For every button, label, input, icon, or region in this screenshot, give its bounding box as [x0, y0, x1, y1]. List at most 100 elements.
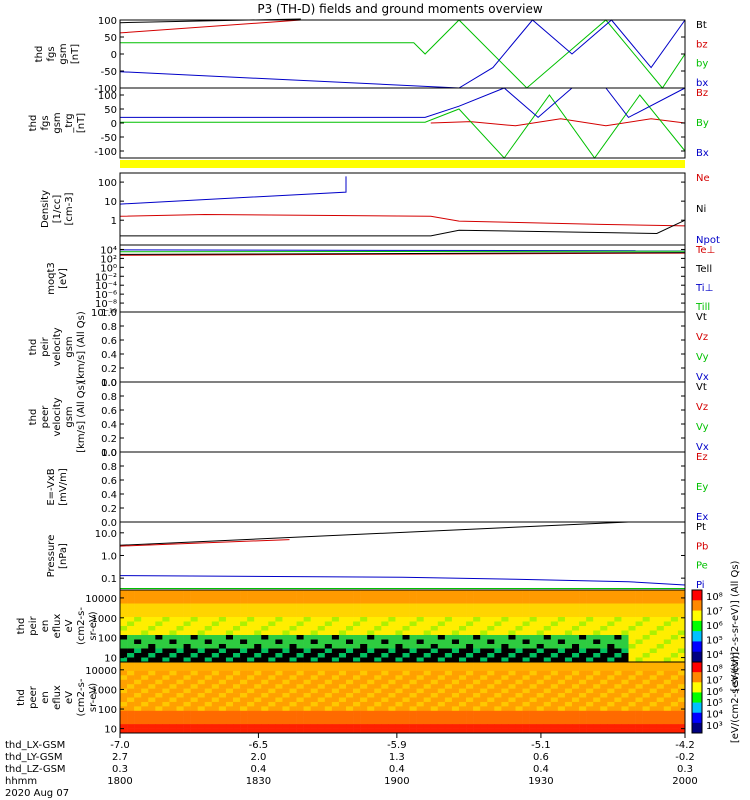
heat-cell	[331, 706, 340, 712]
heat-cell	[480, 728, 488, 734]
heat-cell	[593, 710, 601, 716]
heat-cell	[635, 684, 643, 689]
heat-cell	[317, 657, 326, 663]
heat-cell	[600, 644, 608, 649]
heat-cell	[402, 693, 410, 698]
heat-cell	[183, 701, 191, 707]
heat-cell	[501, 728, 509, 734]
heat-cell	[600, 594, 608, 600]
heat-cell	[247, 701, 255, 707]
heat-cell	[550, 644, 559, 649]
heat-cell	[402, 630, 410, 636]
heat-cell	[543, 617, 552, 622]
heat-cell	[176, 697, 184, 703]
heat-cell	[635, 657, 643, 663]
heat-cell	[494, 612, 502, 618]
heat-cell	[162, 653, 170, 658]
heat-cell	[190, 612, 198, 618]
heat-cell	[324, 670, 333, 676]
y-tick-label: 10⁴	[100, 245, 117, 256]
heat-cell	[437, 599, 446, 604]
heat-cell	[317, 715, 326, 720]
heat-cell	[416, 657, 424, 663]
heat-cell	[211, 715, 220, 720]
heat-cell	[529, 719, 537, 725]
heat-cell	[162, 662, 170, 667]
heat-cell	[677, 688, 686, 694]
heat-cell	[233, 639, 241, 645]
heat-cell	[134, 666, 142, 672]
heat-cell	[466, 657, 474, 663]
heat-cell	[515, 626, 523, 631]
heat-cell	[649, 635, 658, 640]
heat-cell	[275, 719, 283, 725]
heat-cell	[677, 670, 686, 676]
heat-cell	[663, 657, 672, 663]
heat-cell	[593, 590, 601, 595]
heat-cell	[127, 639, 135, 645]
heat-cell	[303, 688, 311, 694]
heat-cell	[261, 617, 269, 622]
y-tick-label: -50	[101, 67, 117, 78]
heat-cell	[120, 715, 128, 720]
heat-cell	[416, 701, 424, 707]
heat-cell	[480, 666, 488, 672]
heat-cell	[247, 684, 255, 689]
heat-cell	[275, 621, 283, 627]
heat-cell	[289, 697, 297, 703]
legend-label: Ti⊥	[695, 283, 713, 294]
heat-cell	[148, 662, 156, 667]
heat-cell	[430, 701, 439, 707]
heat-cell	[388, 666, 396, 672]
heat-cell	[388, 724, 396, 729]
heat-cell	[579, 728, 587, 734]
heat-cell	[169, 608, 177, 613]
heat-cell	[395, 639, 403, 645]
heat-cell	[353, 657, 361, 663]
heat-cell	[536, 612, 545, 618]
heat-cell	[515, 710, 523, 716]
panel-frame	[119, 311, 686, 383]
heat-cell	[162, 715, 170, 720]
heat-cell	[515, 688, 523, 694]
heat-cell	[557, 657, 566, 663]
y-tick-label: 0.8	[101, 462, 117, 473]
heat-cell	[338, 684, 347, 689]
heat-cell	[338, 644, 347, 649]
heat-cell	[275, 715, 283, 720]
heat-cell	[402, 648, 410, 654]
heat-cell	[381, 719, 389, 725]
heat-cell	[409, 724, 417, 729]
heat-cell	[444, 657, 453, 663]
heat-cell	[225, 688, 234, 694]
heat-cell	[600, 684, 608, 689]
heat-cell	[579, 635, 587, 640]
heat-cell	[480, 657, 488, 663]
heat-cell	[444, 644, 453, 649]
heat-cell	[261, 666, 269, 672]
heat-cell	[254, 621, 262, 627]
heat-cell	[607, 693, 615, 698]
heat-cell	[155, 630, 163, 636]
heat-cell	[261, 590, 269, 595]
heat-cell	[240, 688, 248, 694]
y-tick-label: 0	[111, 50, 117, 61]
heat-cell	[473, 621, 481, 627]
series-Tell	[119, 252, 686, 255]
heat-cell	[536, 666, 545, 672]
heat-cell	[550, 648, 559, 654]
heat-cell	[543, 594, 552, 600]
heat-cell	[218, 621, 227, 627]
heat-cell	[233, 657, 241, 663]
heat-cell	[459, 662, 467, 667]
heat-cell	[670, 670, 679, 676]
heat-cell	[656, 608, 665, 613]
y-axis-label-line: thd	[34, 46, 45, 63]
heat-cell	[656, 697, 665, 703]
heat-cell	[423, 608, 432, 613]
heat-cell	[466, 706, 474, 712]
heat-cell	[204, 706, 213, 712]
heat-cell	[451, 617, 460, 622]
heat-cell	[586, 662, 594, 667]
heat-cell	[183, 728, 191, 734]
